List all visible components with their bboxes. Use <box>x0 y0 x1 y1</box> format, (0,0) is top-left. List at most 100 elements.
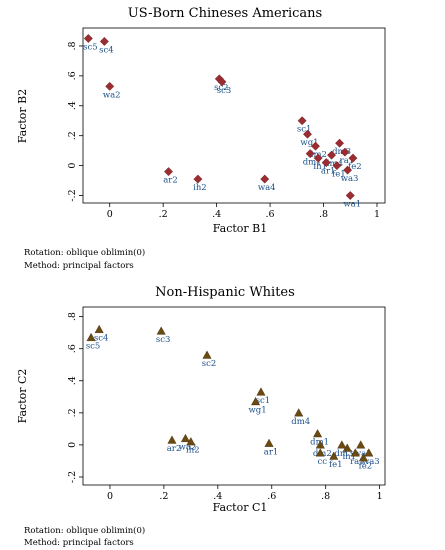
data-point <box>303 129 312 139</box>
point-label: ar1 <box>264 447 279 457</box>
point-label: wg1 <box>300 138 318 148</box>
y-tick-label: .4 <box>67 101 78 110</box>
data-point <box>305 149 315 159</box>
point-label: sc4 <box>94 333 109 343</box>
markers <box>86 324 374 462</box>
data-point <box>294 408 304 417</box>
x-tick-label: 1 <box>377 491 383 502</box>
data-point <box>156 326 166 335</box>
rotation-note: Rotation: oblique oblimin(0) <box>24 525 145 536</box>
x-tick-label: 1 <box>374 209 380 220</box>
point-label: ra1 <box>350 457 365 467</box>
method-note: Method: principal factors <box>24 261 134 271</box>
point-labels: sc5sc4wa2sc2sc3ar2ih2wa4wa1sc1wg1dm2dm1i… <box>83 42 362 209</box>
data-point <box>297 116 307 126</box>
x-axis-title: Factor B1 <box>213 222 267 235</box>
y-tick-label: .6 <box>67 344 78 353</box>
point-label: dm4 <box>291 417 310 427</box>
data-point <box>337 440 347 449</box>
data-point <box>193 174 203 184</box>
point-label: sc1 <box>256 396 271 406</box>
point-label: fe1 <box>332 170 346 180</box>
point-label: ih2 <box>193 183 207 193</box>
y-axis-title: Factor C2 <box>16 369 29 424</box>
x-tick-label: .6 <box>267 491 276 502</box>
y-tick-label: 0 <box>67 163 78 169</box>
data-point <box>315 448 325 457</box>
point-label: ih2 <box>186 446 200 456</box>
data-point <box>321 158 331 168</box>
data-point <box>99 36 109 46</box>
point-label: wa3 <box>341 174 359 184</box>
data-point <box>260 174 270 184</box>
point-label: wg1 <box>249 406 267 416</box>
x-tick-label: .4 <box>212 209 221 220</box>
point-label: fe2 <box>348 162 362 172</box>
panel-us-born: US-Born Chineses Americans 0 .2 .4 .6 .8 1 -.2… <box>16 6 386 271</box>
y-tick-label: .2 <box>67 408 78 417</box>
point-label: wa3 <box>362 457 380 467</box>
point-label: ar2 <box>163 176 178 186</box>
data-point <box>343 165 353 175</box>
y-tick-label: -.2 <box>67 471 78 483</box>
point-label: wa1 <box>354 449 372 459</box>
data-point <box>356 440 366 449</box>
data-point <box>315 440 325 449</box>
point-label: sc5 <box>83 42 98 52</box>
data-point <box>364 448 374 457</box>
point-label: ih1 <box>342 452 356 462</box>
data-point <box>311 141 320 151</box>
data-point <box>313 429 323 438</box>
point-label: ar2 <box>167 444 182 454</box>
data-point <box>264 438 274 447</box>
point-label: sc2 <box>202 359 217 369</box>
data-point <box>202 350 212 359</box>
data-point <box>180 433 191 443</box>
point-label: dm4 <box>324 159 343 169</box>
data-point <box>358 453 368 462</box>
x-axis-title: Factor C1 <box>213 501 268 514</box>
y-tick-label: .6 <box>67 71 78 80</box>
x-tick-label: .6 <box>266 209 275 220</box>
point-label: wa1 <box>343 200 361 210</box>
data-point <box>164 167 174 177</box>
data-point <box>217 77 227 87</box>
x-tick-label: .8 <box>321 491 330 502</box>
x-tick-label: .2 <box>159 209 168 220</box>
y-tick-label: 0 <box>67 442 78 448</box>
point-label: fe2 <box>359 462 373 472</box>
point-label: wa2 <box>103 90 121 100</box>
y-tick-label: -.2 <box>67 189 78 201</box>
x-tick-label: 0 <box>107 209 113 220</box>
point-label: sc5 <box>86 341 101 351</box>
y-tick-label: .2 <box>67 131 78 140</box>
axis-ticks: 0 .2 .4 .6 .8 1 -.2 0 .2 .4 .6 .8 <box>67 312 383 502</box>
data-point <box>167 435 177 444</box>
x-tick-label: .2 <box>159 491 168 502</box>
chart-title: Non-Hispanic Whites <box>155 285 295 300</box>
point-label: ar1 <box>321 167 336 177</box>
method-note: Method: principal factors <box>24 538 134 548</box>
data-point <box>345 191 355 201</box>
point-label: sc3 <box>156 335 171 345</box>
plot-frame <box>82 27 386 204</box>
data-point <box>256 387 266 396</box>
data-point <box>340 147 350 157</box>
data-point <box>335 138 345 148</box>
data-point <box>327 150 337 160</box>
y-tick-label: .8 <box>67 41 78 50</box>
markers <box>83 33 358 201</box>
panel-non-hispanic-whites: Non-Hispanic Whites 0 .2 .4 .6 .8 1 -.2 0 .2 .4 .6… <box>16 285 386 548</box>
y-axis-title: Factor B2 <box>16 89 29 143</box>
data-point <box>251 397 261 406</box>
point-label: cc <box>318 457 328 467</box>
data-point <box>332 161 342 171</box>
point-label: ih1 <box>313 162 327 172</box>
point-label: ra1 <box>340 156 355 166</box>
point-label: sc4 <box>99 45 114 55</box>
point-label: dm1 <box>303 158 322 168</box>
chart-title: US-Born Chineses Americans <box>128 6 322 21</box>
point-label: sc2 <box>214 83 229 93</box>
point-label: wa2 <box>179 442 197 452</box>
